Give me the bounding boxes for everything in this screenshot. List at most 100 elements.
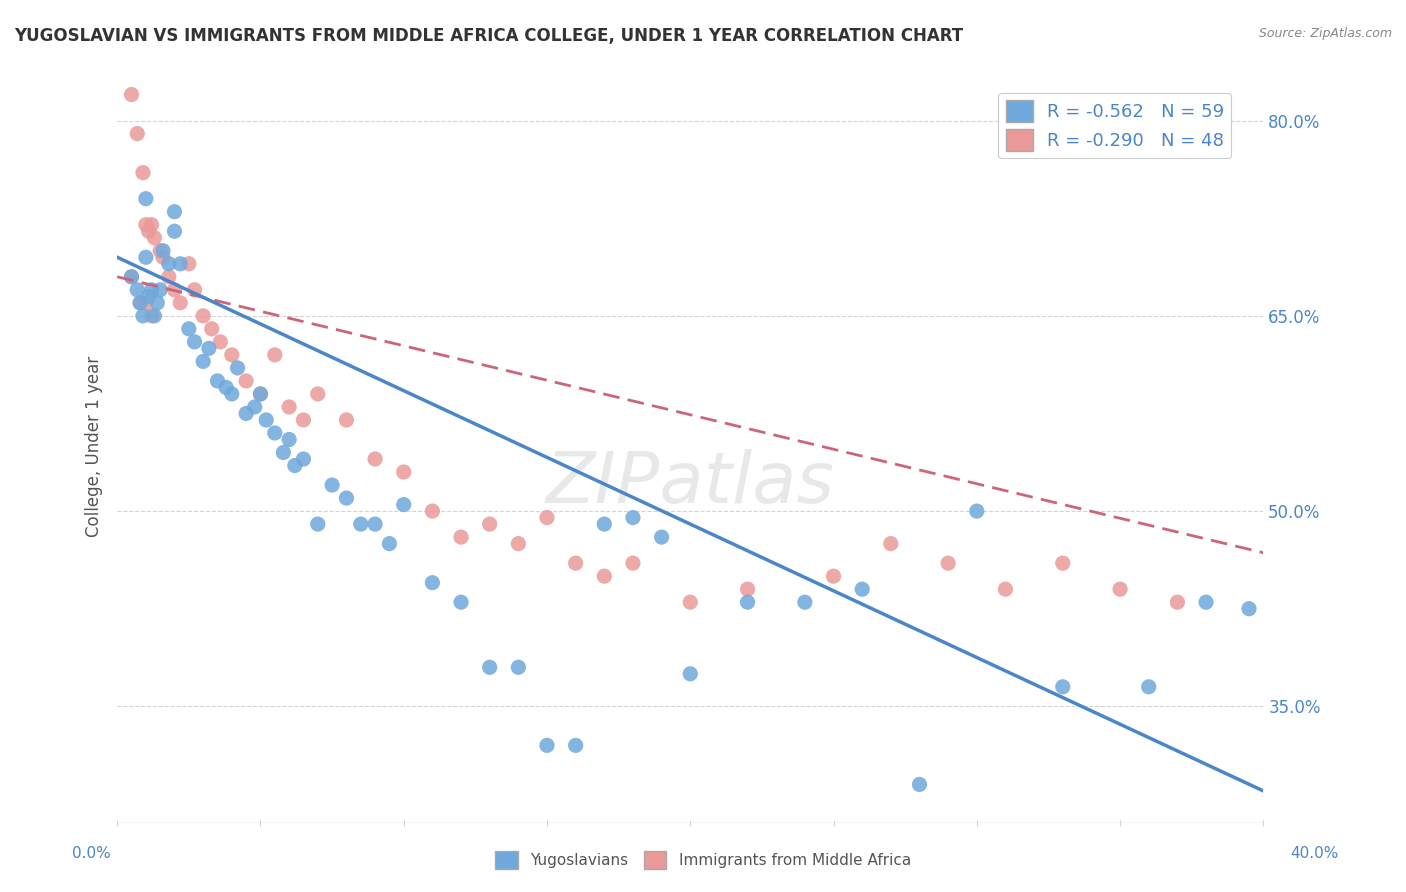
Point [278,400,301,414]
Point [127,283,149,297]
Point [679,666,702,681]
Legend: Yugoslavians, Immigrants from Middle Africa: Yugoslavians, Immigrants from Middle Afr… [489,845,917,875]
Point [422,575,444,590]
Point [143,231,166,245]
Point [207,374,229,388]
Point [183,334,205,349]
Point [593,517,616,532]
Point [129,295,152,310]
Point [851,582,873,597]
Point [536,510,558,524]
Point [908,777,931,791]
Y-axis label: College, Under 1 year: College, Under 1 year [86,355,103,537]
Point [307,387,329,401]
Point [422,504,444,518]
Point [273,445,295,459]
Point [157,269,180,284]
Point [1052,680,1074,694]
Point [1166,595,1188,609]
Point [823,569,845,583]
Point [177,257,200,271]
Point [450,530,472,544]
Point [392,465,415,479]
Point [163,204,186,219]
Point [621,510,644,524]
Text: 0.0%: 0.0% [72,847,111,861]
Point [254,413,277,427]
Point [138,289,160,303]
Point [321,478,343,492]
Point [152,244,174,258]
Point [121,269,143,284]
Point [1137,680,1160,694]
Point [364,452,387,467]
Point [263,425,285,440]
Point [392,498,415,512]
Point [880,536,903,550]
Point [966,504,988,518]
Point [278,433,301,447]
Point [129,295,152,310]
Point [135,250,157,264]
Point [141,309,163,323]
Point [508,660,530,674]
Point [737,595,759,609]
Text: Source: ZipAtlas.com: Source: ZipAtlas.com [1258,27,1392,40]
Point [215,380,238,394]
Point [209,334,232,349]
Point [536,739,558,753]
Point [508,536,530,550]
Point [121,87,143,102]
Point [143,309,166,323]
Point [478,660,501,674]
Point [152,250,174,264]
Point [335,413,357,427]
Point [564,556,586,570]
Point [169,295,191,310]
Point [307,517,329,532]
Point [149,244,172,258]
Point [235,374,257,388]
Point [135,192,157,206]
Legend: R = -0.562   N = 59, R = -0.290   N = 48: R = -0.562 N = 59, R = -0.290 N = 48 [998,93,1232,159]
Point [263,348,285,362]
Point [149,283,172,297]
Point [135,218,157,232]
Point [221,348,243,362]
Point [201,322,224,336]
Point [226,360,249,375]
Point [249,387,271,401]
Point [146,295,169,310]
Point [593,569,616,583]
Text: YUGOSLAVIAN VS IMMIGRANTS FROM MIDDLE AFRICA COLLEGE, UNDER 1 YEAR CORRELATION C: YUGOSLAVIAN VS IMMIGRANTS FROM MIDDLE AF… [14,27,963,45]
Point [163,283,186,297]
Point [141,283,163,297]
Point [292,452,315,467]
Point [243,400,266,414]
Point [364,517,387,532]
Text: ZIPatlas: ZIPatlas [546,450,835,518]
Point [183,283,205,297]
Point [141,218,163,232]
Point [994,582,1017,597]
Point [191,309,214,323]
Point [135,295,157,310]
Point [198,342,221,356]
Point [793,595,815,609]
Point [132,309,155,323]
Point [450,595,472,609]
Point [127,127,149,141]
Point [651,530,673,544]
Point [177,322,200,336]
Point [138,224,160,238]
Point [235,407,257,421]
Point [936,556,959,570]
Point [221,387,243,401]
Point [378,536,401,550]
Point [737,582,759,597]
Point [564,739,586,753]
Point [132,166,155,180]
Point [1195,595,1218,609]
Point [191,354,214,368]
Point [163,224,186,238]
